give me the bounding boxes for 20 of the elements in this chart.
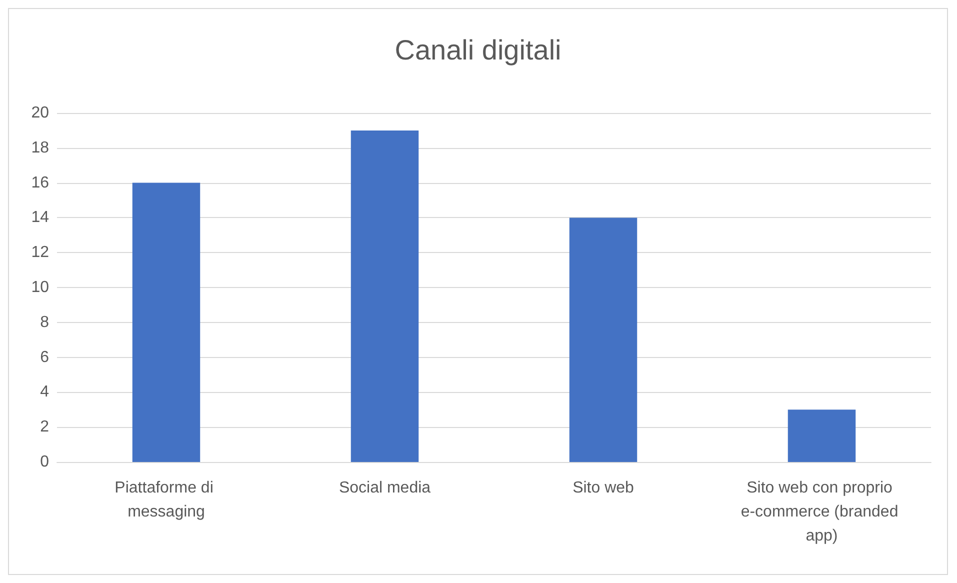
x-tick-label: Sito web con proprio e-commerce (branded app) (740, 480, 903, 544)
x-tick-label: Sito web (572, 480, 634, 496)
y-tick-label: 14 (31, 209, 50, 226)
bar (788, 410, 856, 462)
chart-title: Canali digitali (394, 34, 562, 66)
y-tick-label: 12 (31, 244, 50, 262)
y-tick-label: 6 (40, 348, 50, 366)
y-tick-label: 0 (40, 454, 50, 470)
x-tick-label: Piattaforme di messaging (114, 480, 218, 520)
y-tick-label: 18 (31, 139, 50, 156)
y-tick-label: 10 (31, 279, 50, 296)
bar (132, 182, 200, 462)
y-tick-label: 20 (31, 104, 50, 122)
y-tick-label: 2 (40, 418, 50, 436)
y-tick-label: 16 (31, 174, 50, 192)
y-tick-label: 8 (40, 314, 50, 331)
y-tick-label: 4 (40, 384, 50, 401)
bar (350, 130, 419, 462)
bar (569, 218, 638, 462)
x-tick-label: Social media (338, 480, 431, 496)
